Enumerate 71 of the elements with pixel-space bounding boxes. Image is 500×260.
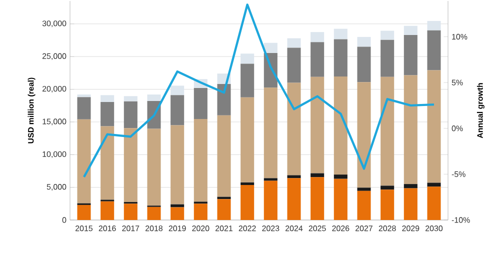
bar bbox=[380, 40, 394, 77]
bar bbox=[310, 76, 324, 174]
bar bbox=[404, 75, 418, 184]
bar bbox=[170, 204, 184, 208]
bar bbox=[124, 204, 138, 220]
bar bbox=[404, 34, 418, 76]
bar bbox=[264, 88, 278, 178]
bar bbox=[427, 70, 441, 183]
bar bbox=[217, 199, 231, 220]
bar bbox=[404, 184, 418, 188]
bar bbox=[357, 46, 371, 82]
bar bbox=[357, 190, 371, 220]
bar bbox=[170, 86, 184, 96]
bar bbox=[334, 76, 348, 175]
bar bbox=[334, 39, 348, 77]
bar bbox=[77, 119, 91, 204]
bar bbox=[124, 96, 138, 102]
bar bbox=[170, 95, 184, 126]
bar bbox=[357, 82, 371, 188]
bar bbox=[194, 204, 208, 220]
bar bbox=[310, 32, 324, 42]
bar bbox=[287, 82, 301, 176]
bar bbox=[124, 128, 138, 202]
bar bbox=[380, 190, 394, 220]
bar bbox=[240, 97, 254, 182]
bar bbox=[334, 174, 348, 179]
bar bbox=[287, 48, 301, 83]
bar bbox=[287, 38, 301, 48]
bar bbox=[264, 180, 278, 220]
bar bbox=[404, 188, 418, 220]
bar bbox=[77, 204, 91, 220]
bar bbox=[217, 196, 231, 200]
bar bbox=[264, 42, 278, 53]
bar bbox=[240, 54, 254, 64]
bar bbox=[194, 88, 208, 119]
bar bbox=[170, 207, 184, 220]
bar bbox=[287, 175, 301, 178]
bar bbox=[427, 186, 441, 220]
bar bbox=[77, 97, 91, 120]
bar bbox=[310, 177, 324, 220]
bar bbox=[240, 182, 254, 186]
bar bbox=[427, 30, 441, 70]
bar bbox=[194, 119, 208, 202]
bar bbox=[357, 188, 371, 191]
bar bbox=[240, 185, 254, 220]
bar bbox=[427, 20, 441, 30]
bar bbox=[170, 125, 184, 204]
bar bbox=[334, 28, 348, 40]
bar bbox=[77, 94, 91, 98]
bar bbox=[264, 178, 278, 181]
bar bbox=[100, 95, 114, 102]
bar bbox=[310, 42, 324, 77]
bar bbox=[240, 64, 254, 98]
bar bbox=[380, 76, 394, 186]
bar bbox=[217, 115, 231, 197]
bar bbox=[100, 201, 114, 220]
bar bbox=[380, 30, 394, 40]
bar bbox=[147, 206, 161, 220]
bar bbox=[334, 178, 348, 220]
bar bbox=[147, 94, 161, 102]
bar bbox=[217, 84, 231, 116]
bar bbox=[427, 182, 441, 187]
line-series bbox=[82, 4, 436, 178]
bar bbox=[100, 102, 114, 126]
bar bbox=[380, 186, 394, 190]
bar bbox=[404, 26, 418, 35]
bar bbox=[357, 36, 371, 47]
bar bbox=[287, 178, 301, 220]
bar bbox=[100, 126, 114, 200]
bar bbox=[147, 128, 161, 206]
bar bbox=[124, 101, 138, 128]
